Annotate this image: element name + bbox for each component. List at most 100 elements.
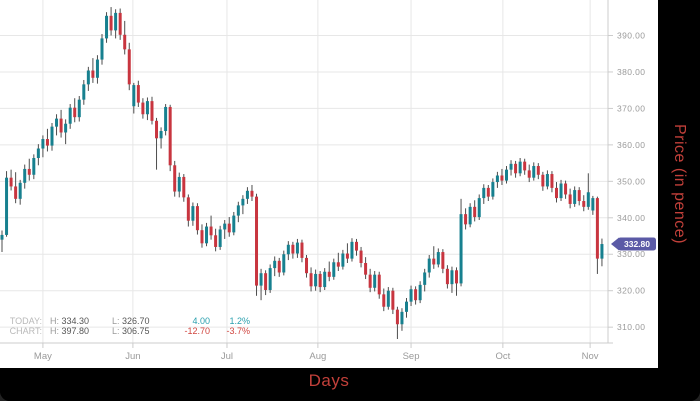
candle-down	[214, 235, 218, 247]
candle-down	[486, 187, 490, 197]
candle-down	[264, 273, 268, 290]
candle-up	[323, 271, 327, 288]
candle-up	[409, 289, 413, 302]
candle-up	[105, 15, 109, 39]
x-tick-label: Nov	[582, 351, 599, 362]
candle-up	[236, 205, 240, 216]
candle-up	[159, 131, 163, 139]
candle-down	[359, 250, 363, 263]
price-badge-text: 332.80	[624, 239, 650, 249]
x-tick-label: Oct	[495, 351, 510, 362]
candle-up	[132, 85, 136, 107]
candle-down	[127, 49, 131, 85]
candle-up	[468, 206, 472, 225]
candle-up	[5, 177, 9, 235]
candle-down	[291, 244, 295, 254]
candle-up	[259, 273, 263, 286]
y-tick-label: 340.00	[617, 213, 645, 223]
candle-up	[427, 258, 431, 273]
candle-down	[395, 309, 399, 325]
chart-legend: TODAY: H: 334.30 L: 326.70 4.00 1.2% CHA…	[8, 317, 250, 337]
today-label: TODAY:	[9, 316, 42, 326]
candle-down	[582, 201, 586, 207]
candle-down	[336, 262, 340, 267]
y-tick-label: 360.00	[617, 140, 645, 150]
candle-up	[245, 190, 249, 199]
chart-low: L: 306.75	[112, 326, 150, 336]
candle-up	[600, 244, 604, 259]
candle-down	[391, 290, 395, 310]
candle-up	[350, 241, 354, 259]
x-axis-title: Days	[308, 371, 350, 390]
candle-up	[545, 174, 549, 187]
candle-up	[423, 272, 427, 285]
candle-up	[400, 311, 404, 325]
candle-up	[386, 290, 390, 307]
candle-up	[518, 161, 522, 174]
candle-down	[123, 34, 127, 50]
today-change-pct: 1.2%	[229, 316, 250, 326]
candle-down	[45, 139, 49, 146]
legend-row-chart: CHART: H: 397.80 L: 306.75 -12.70 -3.7%	[8, 327, 250, 336]
candle-up	[341, 253, 345, 267]
candle-up	[509, 163, 513, 170]
candle-down	[150, 101, 154, 121]
chart-change-pct: -3.7%	[226, 326, 250, 336]
candle-up	[436, 252, 440, 265]
candle-up	[164, 106, 168, 132]
candle-up	[36, 148, 40, 158]
candle-down	[182, 176, 186, 198]
chart-high: H: 397.80	[50, 326, 90, 336]
candle-up	[482, 187, 486, 199]
candle-down	[377, 274, 381, 295]
candle-up	[50, 126, 54, 146]
today-low: L: 326.70	[112, 316, 150, 326]
candle-down	[250, 190, 254, 197]
candle-down	[550, 174, 554, 188]
candle-down	[173, 165, 177, 192]
candle-up	[77, 99, 81, 118]
candle-down	[9, 177, 13, 187]
candle-down	[541, 174, 545, 187]
y-tick-label: 310.00	[617, 322, 645, 332]
candle-up	[495, 175, 499, 183]
plot-background	[0, 0, 658, 368]
candle-down	[305, 257, 309, 274]
chart-label: CHART:	[9, 326, 42, 336]
candle-up	[573, 190, 577, 204]
candle-up	[55, 118, 59, 127]
candle-up	[504, 169, 508, 181]
candle-down	[155, 120, 159, 139]
candle-up	[459, 214, 463, 284]
candle-down	[141, 102, 145, 115]
candle-down	[445, 268, 449, 285]
candle-up	[241, 198, 245, 206]
candle-up	[0, 234, 4, 240]
candlestick-chart[interactable]: 390.00 380.00 370.00 360.00 350.00 340.00 330.…	[0, 0, 658, 368]
candle-up	[273, 260, 277, 269]
candle-up	[218, 229, 222, 247]
candle-down	[455, 270, 458, 284]
candle-up	[23, 168, 27, 183]
y-axis-title-bar: Price (in pence)	[658, 0, 700, 368]
candle-up	[232, 215, 236, 233]
candle-down	[564, 183, 568, 195]
y-tick-label: 380.00	[617, 67, 645, 77]
candle-down	[300, 242, 304, 258]
legend-row-today: TODAY: H: 334.30 L: 326.70 4.00 1.2%	[8, 317, 250, 326]
candle-down	[227, 223, 231, 233]
price-badge-arrow	[611, 237, 619, 251]
candle-down	[136, 85, 140, 103]
y-axis-title: Price (in pence)	[671, 123, 688, 245]
candle-down	[327, 271, 331, 277]
candle-up	[177, 176, 181, 192]
y-tick-label: 350.00	[617, 176, 645, 186]
x-tick-label: Jun	[125, 351, 140, 362]
chart-plot-area[interactable]: 390.00 380.00 370.00 360.00 350.00 340.00 330.…	[0, 0, 658, 368]
candle-down	[414, 289, 418, 301]
y-tick-label: 390.00	[617, 31, 645, 41]
candle-down	[355, 241, 359, 251]
candle-down	[186, 197, 190, 221]
candle-down	[368, 274, 372, 288]
